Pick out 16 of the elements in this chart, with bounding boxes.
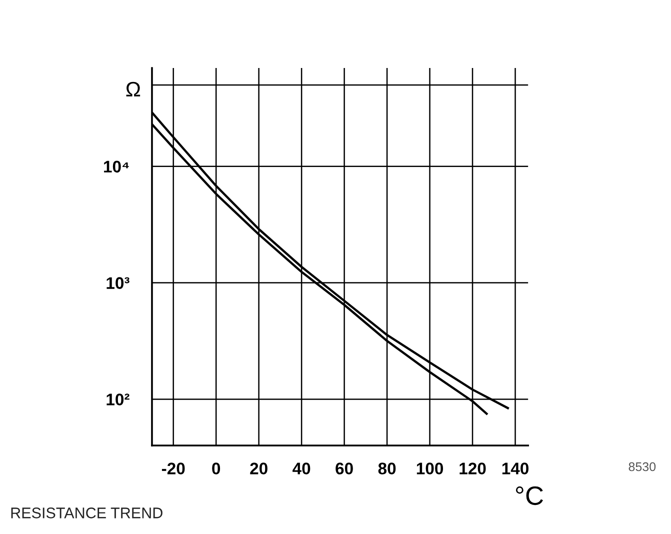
y-tick-label: 10³	[106, 277, 130, 289]
x-tick-label: 20	[250, 462, 268, 474]
text: RESISTANCE TREND	[11, 508, 162, 518]
x-tick-label: 120	[460, 462, 486, 474]
text: 8530	[628, 462, 656, 472]
x-tick-label: 140	[502, 462, 528, 474]
x-tick-label: 40	[292, 462, 310, 474]
x-tick-label: 60	[336, 462, 353, 474]
y-tick-label: 10⁴	[104, 160, 129, 173]
x-tick-label: 0	[212, 462, 220, 474]
x-tick-label: -20	[162, 462, 185, 474]
x-tick-label: 100	[416, 462, 443, 474]
y-tick-label: 10²	[106, 394, 130, 406]
x-axis-title: °C	[516, 486, 544, 506]
y-axis-title: Ω	[126, 82, 140, 96]
x-tick-label: 80	[378, 462, 396, 474]
